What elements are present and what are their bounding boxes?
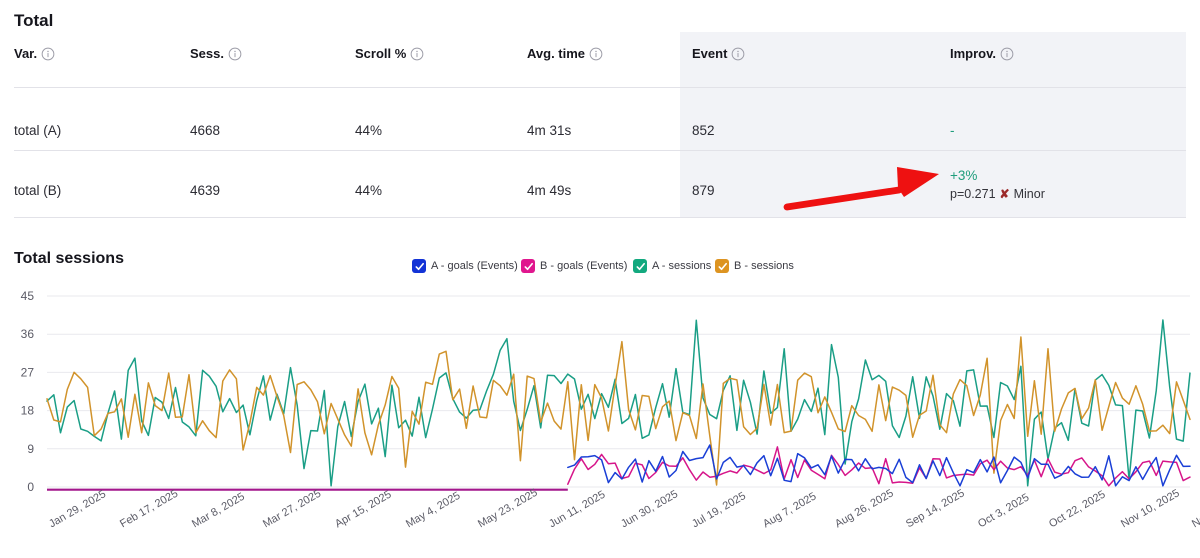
svg-text:45: 45 xyxy=(21,289,35,303)
svg-text:18: 18 xyxy=(21,404,35,418)
svg-text:27: 27 xyxy=(21,365,35,379)
svg-text:9: 9 xyxy=(27,442,34,456)
svg-text:0: 0 xyxy=(27,480,34,494)
svg-text:36: 36 xyxy=(21,327,35,341)
